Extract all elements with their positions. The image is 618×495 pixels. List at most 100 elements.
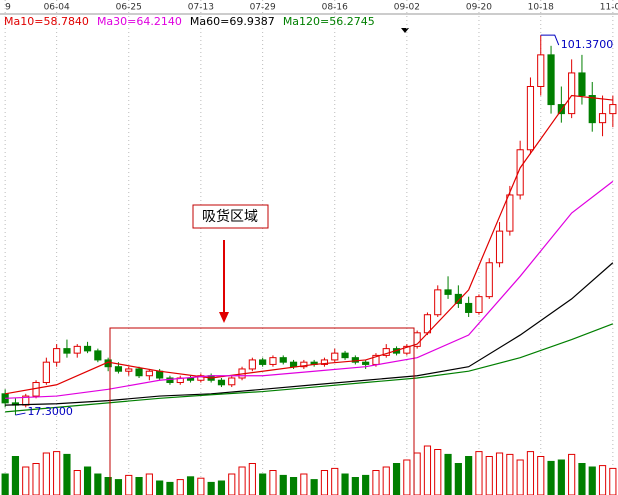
volume-bar: [331, 467, 339, 495]
candle-body: [135, 368, 143, 377]
volume-bar: [42, 452, 50, 495]
volume-bar: [269, 470, 277, 495]
volume-bar: [568, 453, 576, 495]
legend-entry: Ma60=69.9387: [190, 15, 275, 28]
volume-bar: [186, 476, 195, 495]
x-tick-label: 09-20: [466, 3, 492, 13]
volume-bar: [63, 453, 71, 495]
volume-bar: [362, 474, 370, 495]
volume-bar: [341, 473, 349, 495]
x-tick-label: 11-08: [600, 3, 618, 13]
volume-bar: [444, 453, 452, 495]
low-label: 17.3000: [27, 405, 72, 418]
volume-bar: [382, 466, 390, 495]
volume-bar: [279, 474, 287, 495]
candle-body: [588, 95, 596, 124]
ma-line: [5, 323, 614, 413]
volume-bar: [259, 473, 267, 495]
volume-bar: [537, 456, 545, 495]
volume-bar: [300, 473, 308, 495]
candle-body: [465, 302, 473, 313]
candle-body: [444, 289, 452, 295]
volume-bar: [392, 463, 401, 495]
candle-body: [485, 262, 493, 298]
volume-bar: [465, 456, 473, 495]
candle-body: [166, 377, 174, 384]
volume-bar: [475, 451, 483, 495]
volume-bar: [11, 456, 20, 495]
ma-line: [5, 180, 614, 399]
marker: [401, 28, 409, 33]
legend-entry: Ma30=64.2140: [97, 15, 182, 28]
candle-body: [578, 72, 586, 97]
candle-body: [94, 350, 102, 361]
candle-body: [454, 293, 462, 304]
candle-body: [197, 375, 205, 381]
candle-body: [114, 366, 123, 372]
volume-bar: [351, 477, 359, 495]
high-pointer: [540, 34, 560, 46]
volume-bar: [104, 477, 112, 495]
ma-line: [5, 94, 613, 395]
candle-body: [248, 359, 256, 370]
candle-body: [300, 361, 308, 368]
volume-bar: [454, 463, 462, 495]
candle-body: [320, 359, 329, 365]
candle-body: [434, 289, 442, 316]
candle-body: [269, 357, 277, 365]
candle-body: [423, 314, 432, 334]
volume-bar: [485, 456, 493, 495]
volume-bar: [609, 467, 617, 495]
x-tick-label: 06-04: [44, 3, 70, 13]
volume-bar: [598, 465, 607, 495]
x-tick-label: 06-25: [116, 3, 142, 13]
legend-entry: Ma10=58.7840: [4, 15, 89, 28]
volume-bar: [217, 480, 226, 495]
x-tick-label: 09-02: [394, 3, 420, 13]
volume-bar: [320, 470, 329, 495]
volume-bar: [289, 477, 298, 495]
volume-bar: [73, 470, 81, 495]
volume-bar: [22, 466, 30, 495]
volume-bar: [135, 477, 143, 495]
candle-body: [156, 370, 164, 379]
candle-body: [341, 352, 349, 359]
candle-body: [331, 352, 339, 361]
volume-bar: [495, 452, 504, 495]
candle-body: [526, 85, 535, 151]
zone-label: 吸货区域: [202, 208, 258, 225]
legend-entry: Ma120=56.2745: [283, 15, 375, 28]
volume-bar: [32, 463, 40, 495]
volume-bar: [526, 451, 535, 495]
volume-bar: [53, 451, 61, 495]
volume-bar: [176, 479, 184, 495]
ma-line: [5, 262, 614, 406]
candle-body: [279, 357, 287, 363]
high-label: 101.3700: [561, 38, 614, 51]
candle-body: [475, 296, 483, 313]
volume-bar: [94, 473, 102, 495]
volume-bar: [83, 466, 92, 495]
volume-bar: [114, 479, 123, 495]
volume-bar: [228, 473, 236, 495]
candle-body: [63, 348, 71, 354]
low-pointer: [15, 412, 26, 416]
volume-bar: [238, 466, 246, 495]
candle-body: [145, 370, 153, 377]
candle-body: [495, 230, 504, 264]
volume-bar: [506, 453, 514, 495]
volume-bar: [413, 452, 421, 495]
volume-bar: [1, 473, 9, 495]
candle-body: [217, 379, 226, 386]
volume-bar: [516, 459, 524, 495]
volume-bar: [197, 477, 205, 495]
candle-body: [547, 54, 555, 106]
candle-body: [53, 348, 61, 363]
candle-body: [516, 149, 524, 196]
candle-body: [83, 345, 92, 352]
candle-body: [609, 104, 617, 115]
volume-bar: [434, 449, 442, 495]
candle-body: [351, 357, 359, 363]
candle-body: [506, 194, 514, 232]
candle-body: [125, 368, 133, 372]
